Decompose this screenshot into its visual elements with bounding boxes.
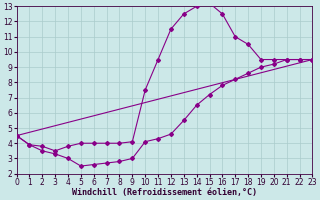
X-axis label: Windchill (Refroidissement éolien,°C): Windchill (Refroidissement éolien,°C) [72, 188, 257, 197]
